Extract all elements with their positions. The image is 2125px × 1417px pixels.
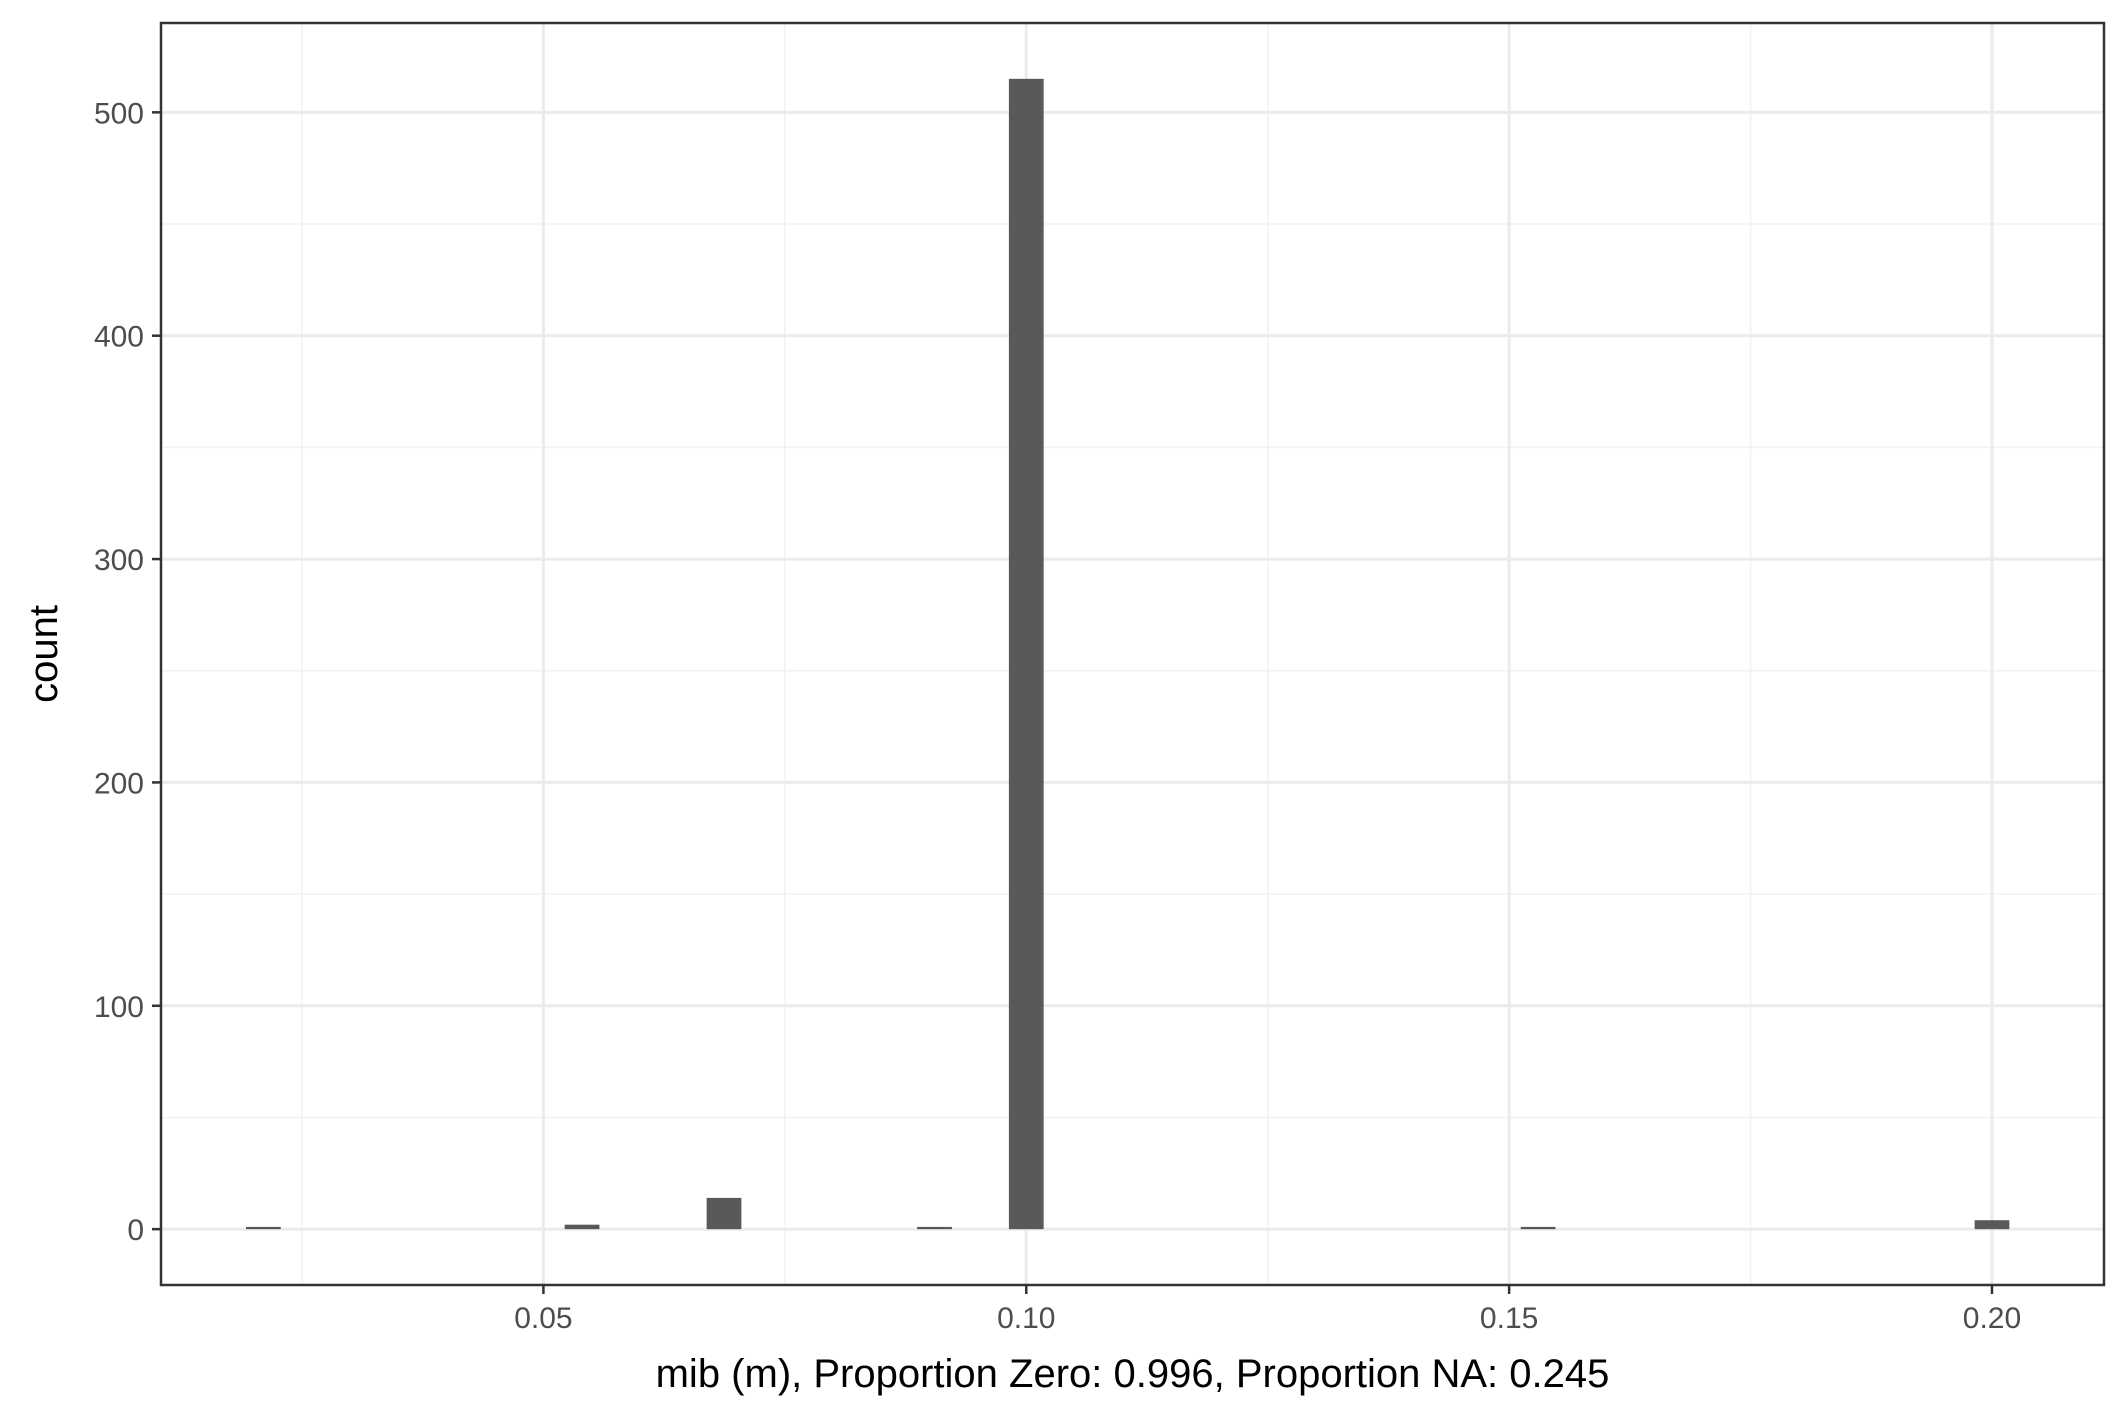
histogram-bar	[1008, 78, 1044, 1230]
panel-border	[159, 21, 2106, 1287]
y-tick-label: 300	[94, 544, 144, 577]
y-axis-title: count	[22, 605, 66, 703]
x-tick-label: 0.15	[1480, 1302, 1538, 1335]
x-tick-label: 0.20	[1963, 1302, 2021, 1335]
x-tick-label: 0.10	[997, 1302, 1055, 1335]
histogram-bar	[245, 1226, 281, 1230]
histogram-bar	[1520, 1226, 1556, 1230]
x-tick-label: 0.05	[514, 1302, 572, 1335]
y-tick-label: 500	[94, 97, 144, 130]
histogram-bar	[917, 1226, 952, 1230]
y-tick-label: 0	[127, 1214, 144, 1247]
y-axis: 0 100 200 300 400 500	[94, 97, 161, 1247]
y-tick-label: 100	[94, 991, 144, 1024]
histogram-bar	[706, 1197, 742, 1230]
x-axis: 0.05 0.10 0.15 0.20	[514, 1285, 2021, 1335]
y-tick-label: 400	[94, 321, 144, 354]
y-tick-label: 200	[94, 767, 144, 800]
histogram-bars	[245, 78, 2010, 1230]
histogram-bar	[1974, 1220, 2010, 1230]
histogram-bar	[564, 1224, 600, 1230]
x-axis-title: mib (m), Proportion Zero: 0.996, Proport…	[656, 1352, 1610, 1396]
minor-grid	[161, 23, 2104, 1285]
